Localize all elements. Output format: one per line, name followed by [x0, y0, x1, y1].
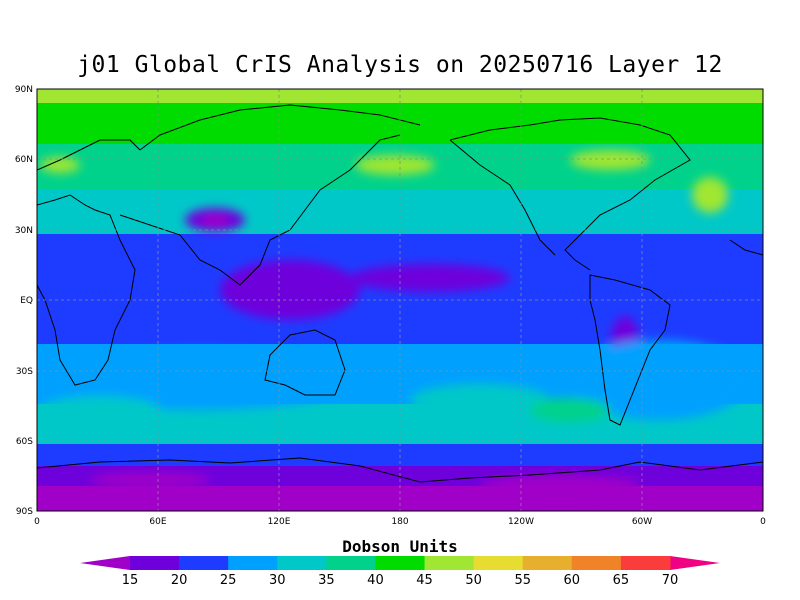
lat-tick-label: 60S — [16, 437, 33, 447]
lon-tick-label: 60E — [149, 517, 166, 527]
lon-axis: 0 60E 120E 180 120W 60W 0 — [34, 517, 766, 527]
colorbar-swatch — [522, 556, 573, 570]
colorbar-tick-label: 45 — [416, 573, 433, 588]
coastlines — [37, 104, 763, 483]
colorbar-swatch — [375, 556, 426, 570]
colorbar-tick-label: 20 — [171, 573, 188, 588]
colorbar-swatch — [228, 556, 278, 570]
colorbar-title: Dobson Units — [342, 537, 458, 556]
colorbar-tick-label: 15 — [122, 573, 139, 588]
colorbar-high-arrow — [670, 556, 720, 570]
colorbar-low-arrow — [80, 556, 130, 570]
colorbar-swatch — [424, 556, 475, 570]
colorbar-swatch — [620, 556, 671, 570]
lon-tick-label: 0 — [34, 517, 40, 527]
map-title: j01 Global CrIS Analysis on 20250716 Lay… — [77, 52, 723, 78]
lat-tick-label: 90N — [15, 85, 33, 95]
lat-tick-label: 90S — [16, 507, 33, 517]
colorbar-swatch — [277, 556, 327, 570]
colorbar-tick-label: 25 — [220, 573, 237, 588]
lon-tick-label: 120E — [268, 517, 291, 527]
colorbar-tick-label: 70 — [662, 573, 679, 588]
colorbar-tick-label: 35 — [318, 573, 335, 588]
lat-axis: 90N 60N 30N EQ 30S 60S 90S — [15, 85, 33, 517]
colorbar-swatch — [571, 556, 622, 570]
colorbar-swatch — [179, 556, 229, 570]
lat-tick-label: 30S — [16, 367, 33, 377]
lon-tick-label: 120W — [508, 517, 534, 527]
colorbar-tick-label: 65 — [613, 573, 630, 588]
colorbar-swatch — [473, 556, 524, 570]
lat-tick-label: 30N — [15, 226, 33, 236]
colorbar-tick-label: 60 — [564, 573, 581, 588]
lon-tick-label: 0 — [760, 517, 766, 527]
gridlines — [37, 89, 763, 511]
colorbar-tick-label: 30 — [269, 573, 286, 588]
lon-tick-label: 180 — [391, 517, 408, 527]
colorbar-tick-label: 50 — [465, 573, 482, 588]
lon-tick-label: 60W — [632, 517, 652, 527]
lat-tick-label: EQ — [20, 296, 33, 306]
colorbar-tick-label: 55 — [514, 573, 531, 588]
lat-tick-label: 60N — [15, 155, 33, 165]
colorbar-tick-label: 40 — [367, 573, 384, 588]
map-frame — [36, 88, 764, 512]
colorbar: 15 20 25 30 35 40 45 50 55 60 65 70 — [80, 556, 720, 588]
colorbar-swatch — [326, 556, 376, 570]
colorbar-swatch — [130, 556, 180, 570]
